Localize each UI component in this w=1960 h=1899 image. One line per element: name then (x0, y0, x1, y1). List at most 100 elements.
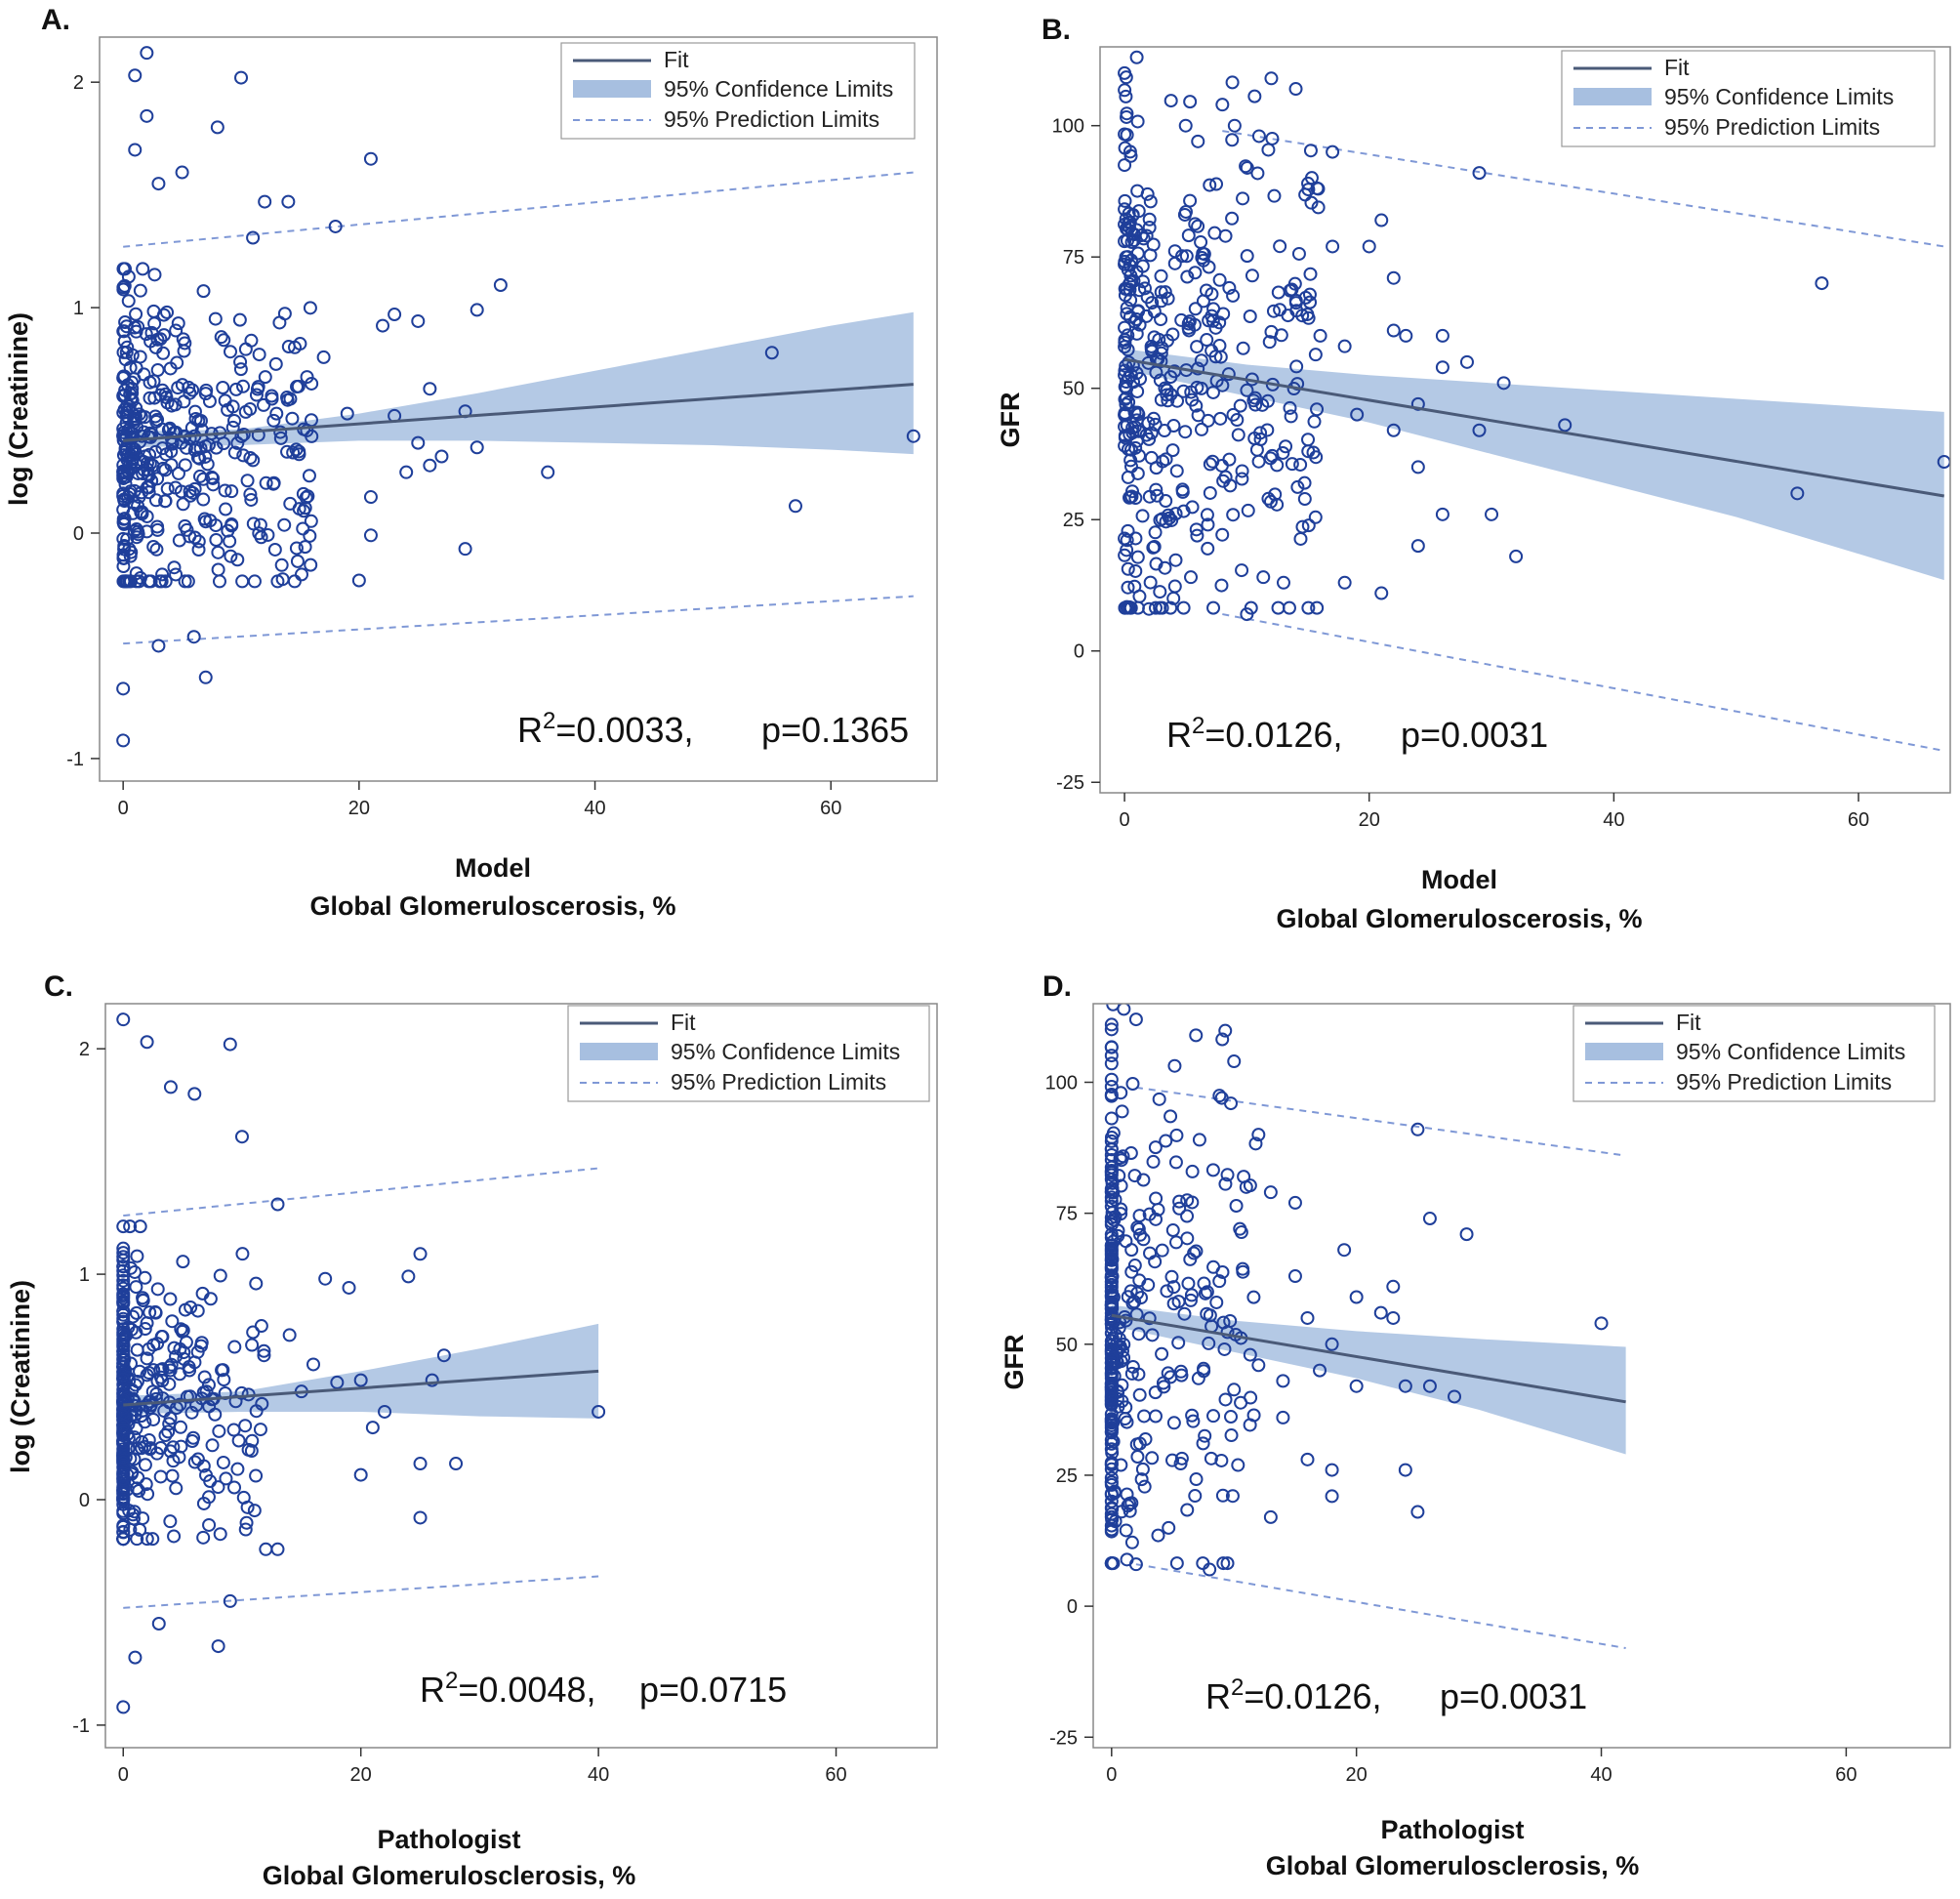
scatter-point (221, 523, 235, 538)
y-tick-label: -1 (66, 749, 84, 770)
scatter-point (234, 1130, 249, 1144)
scatter-point (1422, 1379, 1437, 1393)
scatter-point (1134, 1472, 1149, 1487)
y-tick-label: 0 (73, 523, 84, 545)
scatter-point (135, 507, 149, 521)
scatter-point (1225, 75, 1240, 90)
scatter-point (1130, 184, 1145, 198)
scatter-point (1485, 507, 1499, 521)
scatter-point (1410, 460, 1425, 475)
scatter-point (413, 1247, 428, 1261)
scatter-point (1168, 507, 1183, 521)
scatter-point (116, 1378, 131, 1392)
scatter-point (1124, 489, 1139, 504)
p-value-annotation: p=0.0031 (1440, 1676, 1587, 1716)
scatter-point (116, 1356, 131, 1371)
p-value-annotation: p=0.0031 (1401, 715, 1548, 755)
scatter-point (470, 440, 484, 455)
scatter-point (140, 1351, 154, 1366)
scatter-point (270, 1197, 285, 1212)
scatter-point (1410, 1505, 1425, 1519)
scatter-point (1220, 1168, 1235, 1182)
scatter-point (1276, 1410, 1290, 1424)
scatter-point (199, 1467, 214, 1482)
scatter-point (363, 490, 378, 505)
scatter-point (1169, 1128, 1184, 1142)
scatter-point (198, 387, 213, 401)
x-tick-label: 60 (820, 798, 841, 819)
scatter-point (144, 474, 159, 488)
scatter-point (121, 294, 136, 309)
scatter-point (1197, 1276, 1211, 1291)
scatter-point (1104, 1111, 1119, 1126)
scatter-point (1171, 1336, 1186, 1350)
scatter-point (116, 1409, 131, 1424)
scatter-point (1410, 1122, 1425, 1136)
panel-label: B. (1041, 14, 1071, 46)
panel-label: C. (44, 970, 73, 1003)
scatter-point (1128, 531, 1143, 546)
scatter-point (116, 1281, 131, 1296)
scatter-point (227, 1340, 242, 1354)
scatter-point (187, 1355, 202, 1370)
scatter-point (328, 219, 343, 233)
scatter-point (257, 1343, 271, 1358)
scatter-point (1185, 1408, 1200, 1423)
scatter-point (1276, 1374, 1290, 1388)
scatter-point (1215, 1264, 1230, 1279)
scatter-point (214, 330, 228, 345)
scatter-point (1273, 239, 1287, 254)
legend-confidence-label: 95% Confidence Limits (1676, 1039, 1905, 1064)
scatter-point (1164, 1269, 1179, 1284)
scatter-point (1168, 553, 1183, 567)
scatter-point (1240, 383, 1254, 397)
scatter-point (148, 340, 163, 354)
scatter-point (1128, 1557, 1143, 1572)
scatter-point (1248, 397, 1263, 412)
scatter-point (1249, 442, 1264, 457)
scatter-point (1113, 1340, 1127, 1354)
scatter-point (1200, 508, 1214, 522)
prediction-limit-upper (123, 171, 914, 248)
scatter-point (1270, 458, 1285, 473)
scatter-point (1104, 1418, 1119, 1432)
scatter-point (1133, 1291, 1148, 1305)
scatter-point (353, 1467, 368, 1482)
scatter-point (1114, 1207, 1128, 1221)
scatter-point (1263, 1185, 1278, 1200)
scatter-point (1104, 1277, 1119, 1292)
scatter-point (174, 1322, 188, 1337)
scatter-point (1128, 563, 1143, 578)
scatter-point (1250, 166, 1265, 181)
scatter-point (249, 1276, 264, 1291)
scatter-point (217, 333, 231, 348)
confidence-band (1124, 349, 1944, 581)
scatter-point (1121, 470, 1135, 484)
scatter-point (1303, 144, 1318, 158)
scatter-point (169, 1481, 184, 1496)
scatter-point (1118, 320, 1132, 335)
scatter-point (1185, 1195, 1200, 1210)
scatter-point (1194, 422, 1208, 436)
scatter-point (116, 1401, 131, 1416)
scatter-point (129, 566, 143, 581)
scatter-point (225, 399, 240, 414)
scatter-point (1104, 1079, 1119, 1094)
scatter-point (1142, 221, 1157, 235)
scatter-point (1349, 1379, 1364, 1393)
scatter-point (423, 382, 437, 396)
scatter-point (1123, 258, 1137, 272)
scatter-point (171, 316, 185, 331)
scatter-point (1170, 393, 1185, 408)
scatter-point (219, 1471, 233, 1486)
scatter-point (196, 284, 211, 299)
scatter-point (1138, 1432, 1153, 1447)
scatter-point (165, 1468, 180, 1483)
scatter-point (1154, 268, 1168, 283)
scatter-point (1189, 398, 1204, 413)
r-squared-value: =0.0033, (555, 710, 693, 750)
scatter-point (1104, 1017, 1119, 1032)
scatter-point (302, 469, 316, 483)
scatter-point (1164, 1109, 1178, 1124)
scatter-point (1167, 1058, 1182, 1073)
